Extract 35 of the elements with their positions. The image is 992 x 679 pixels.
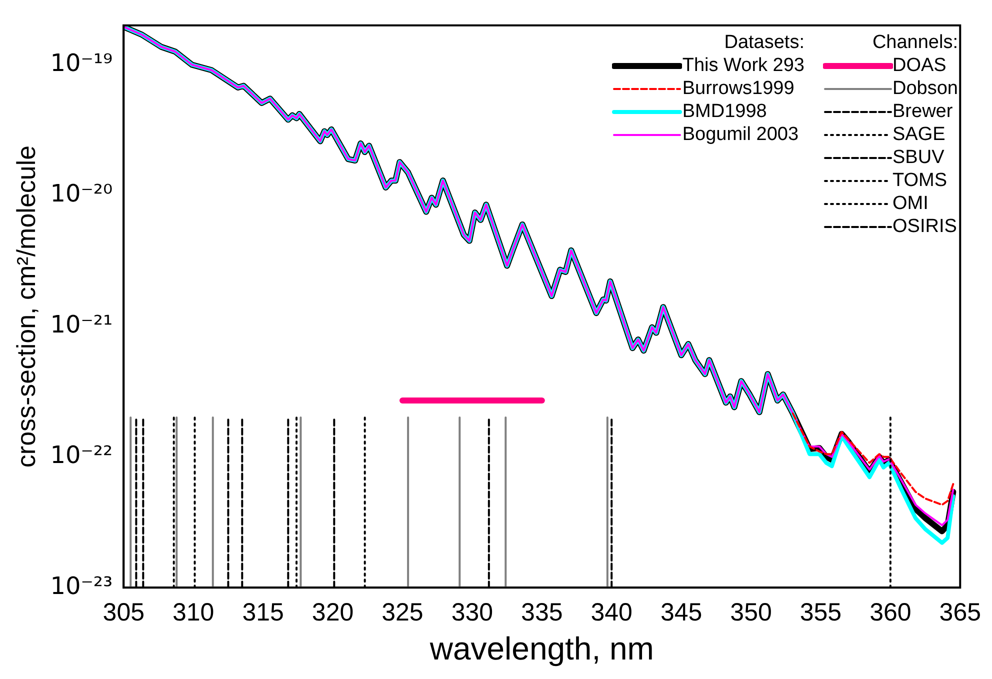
annotation: Channels:	[872, 32, 958, 54]
legend-label: SAGE	[892, 123, 946, 146]
legend-label: This Work 293	[682, 54, 804, 77]
y-axis-title: cross-section, cm²/molecule	[10, 145, 41, 468]
y-tick-label: 10⁻²²	[50, 441, 113, 470]
x-tick-label: 360	[870, 598, 912, 626]
legend-label: SBUV	[892, 146, 944, 169]
line-series	[792, 412, 954, 506]
legend-label: Bogumil 2003	[682, 123, 799, 146]
legend-label: BMD1998	[682, 100, 767, 123]
x-axis-title: wavelength, nm	[428, 630, 654, 667]
legend-label: Dobson	[892, 77, 958, 100]
x-tick-label: 335	[521, 598, 563, 626]
x-tick-label: 305	[102, 598, 145, 626]
x-tick-label: 325	[382, 598, 424, 626]
y-tick-label: 10⁻²¹	[50, 310, 113, 338]
y-tick-label: 10⁻²⁰	[50, 180, 113, 208]
legend-label: OSIRIS	[892, 215, 957, 238]
legend-title: Datasets:	[724, 32, 804, 54]
x-tick-label: 365	[939, 598, 982, 626]
x-tick-label: 355	[800, 598, 842, 626]
legend-label: Burrows1999	[682, 77, 794, 100]
legend-label: Brewer	[892, 100, 953, 123]
legend-label: DOAS	[892, 54, 946, 77]
x-tick-label: 330	[451, 598, 494, 626]
legend-label: OMI	[892, 192, 928, 215]
legend-label: TOMS	[892, 169, 948, 192]
y-tick-label: 10⁻²³	[50, 572, 113, 600]
x-tick-label: 320	[312, 598, 354, 626]
x-tick-label: 350	[730, 598, 772, 626]
x-tick-label: 345	[660, 598, 702, 626]
x-tick-label: 340	[590, 598, 632, 626]
x-tick-label: 315	[242, 598, 284, 626]
y-tick-label: 10⁻¹⁹	[50, 48, 113, 77]
x-tick-label: 310	[172, 598, 214, 626]
